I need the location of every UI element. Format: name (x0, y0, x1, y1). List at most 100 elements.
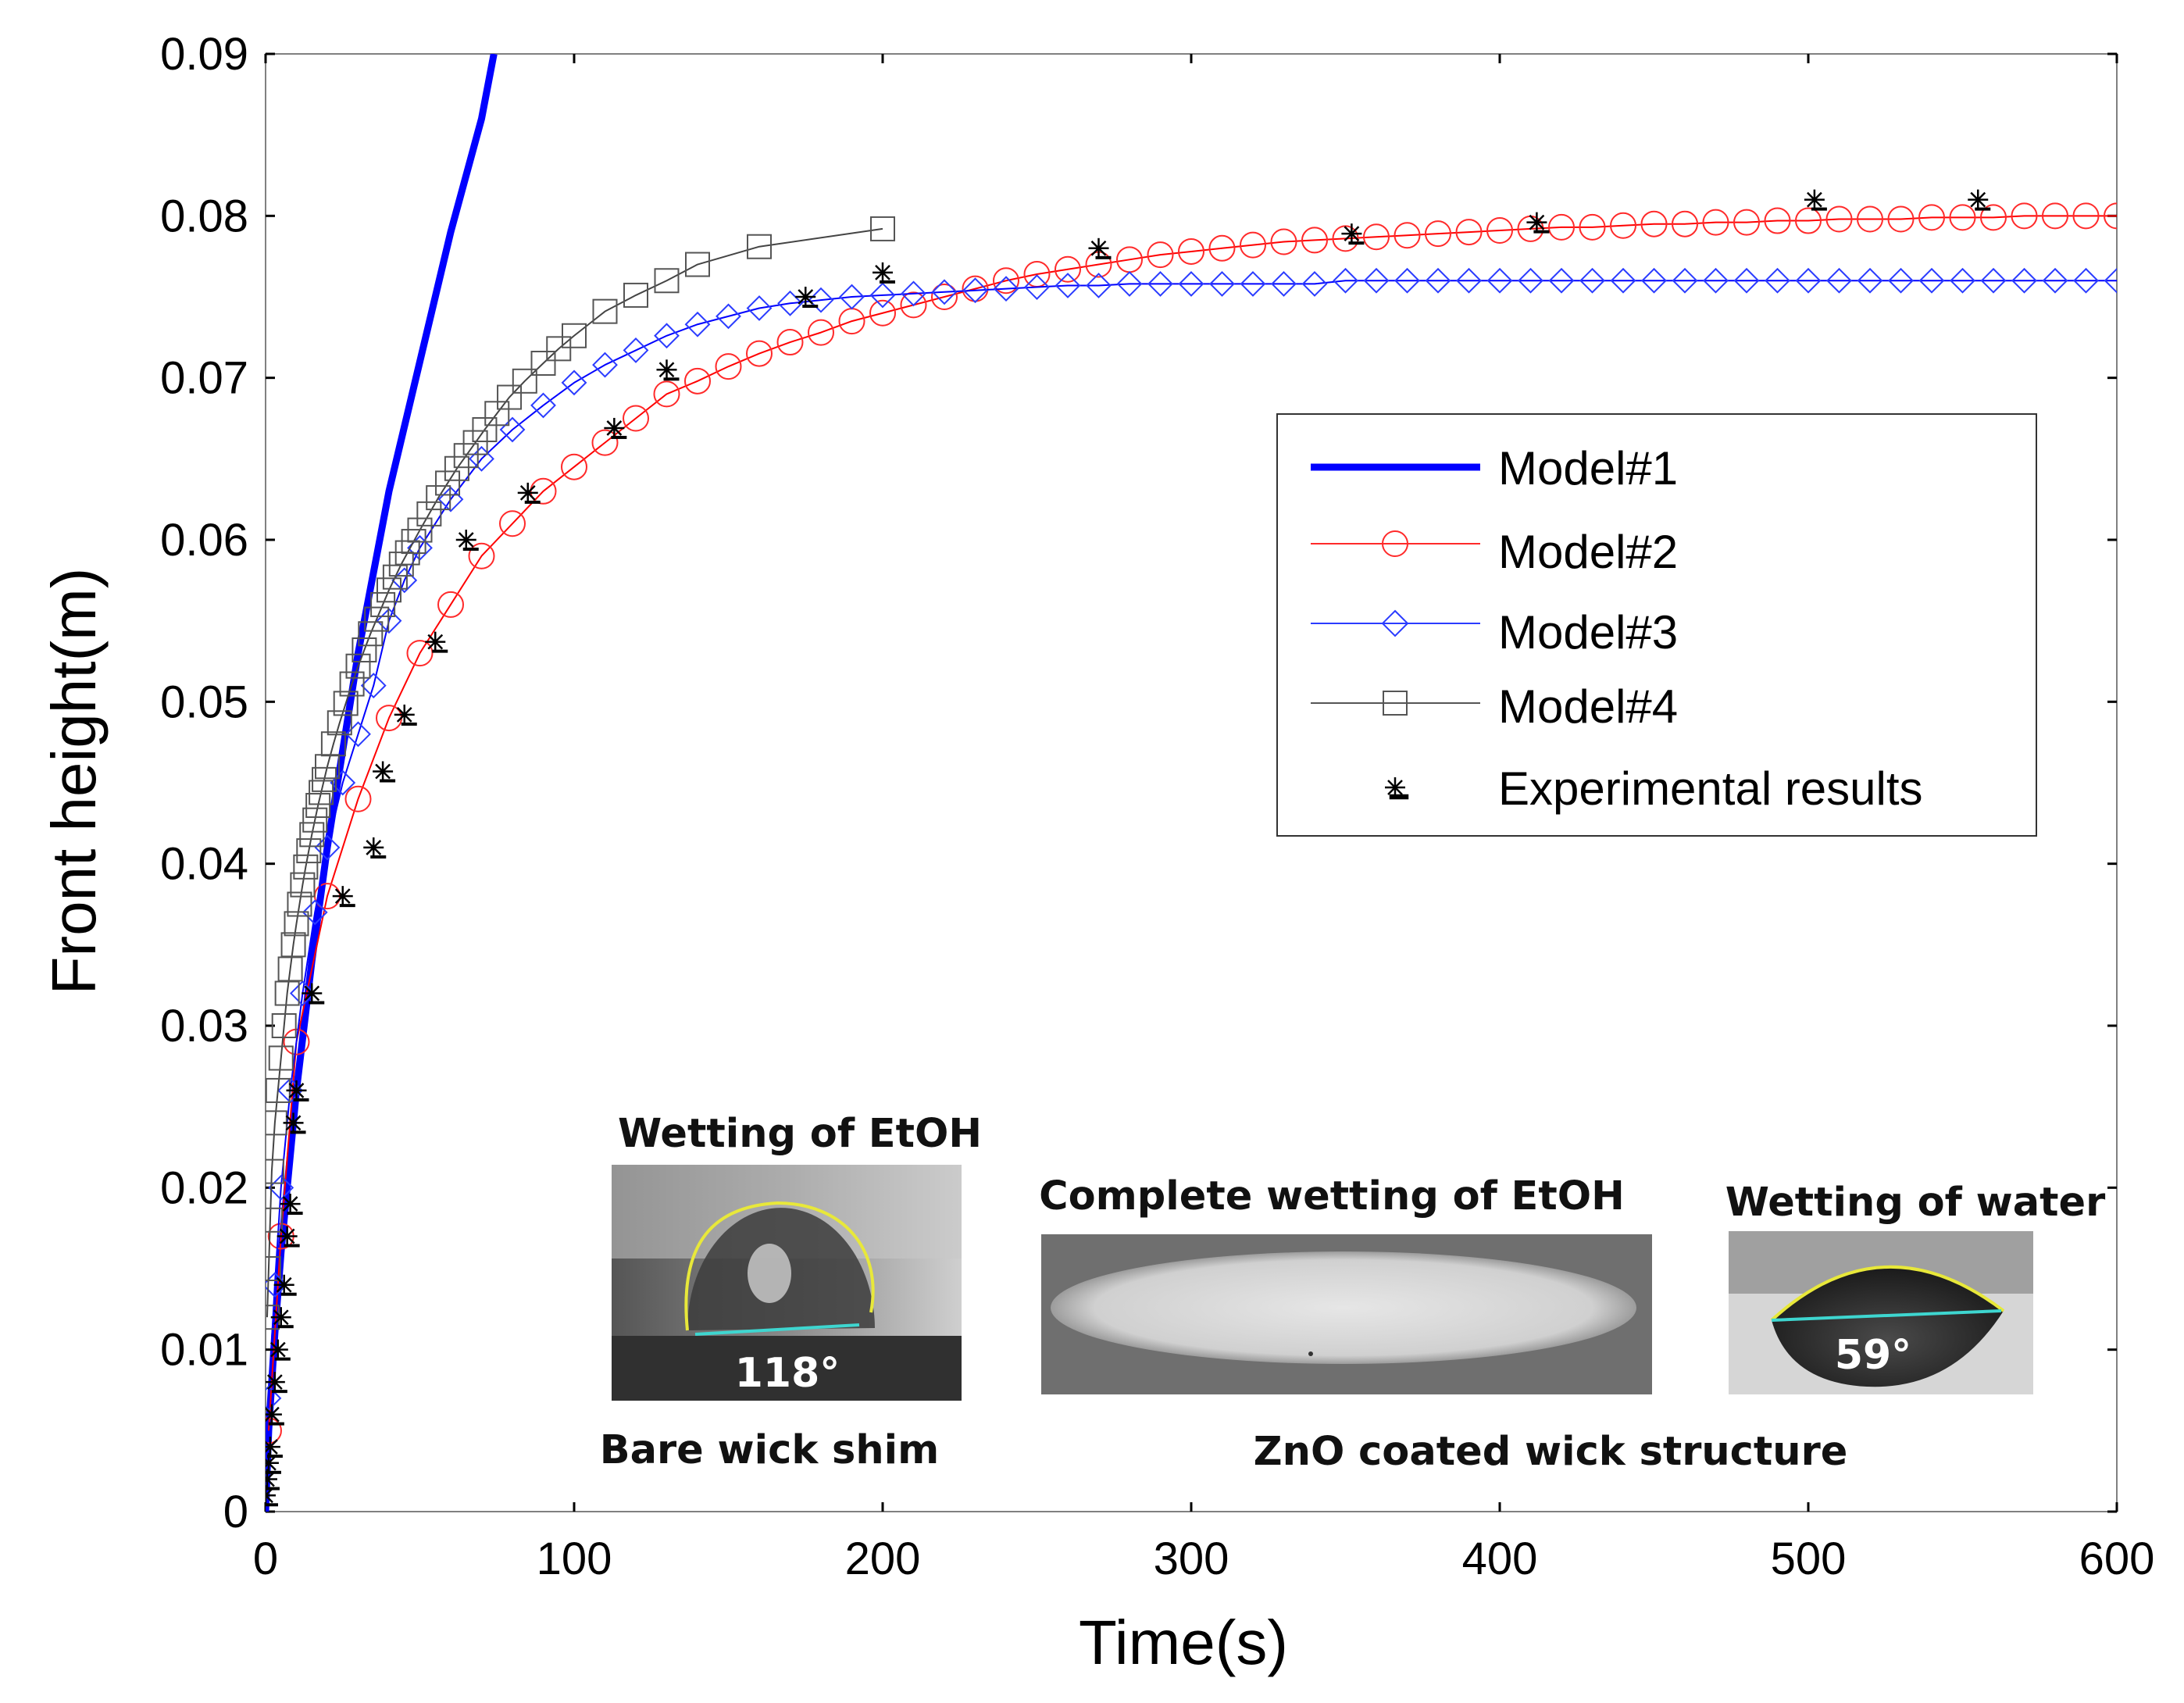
y-tick-label: 0.07 (160, 353, 248, 404)
y-tick-label: 0.09 (160, 29, 248, 80)
point-model-2 (900, 291, 927, 319)
point-model-4 (685, 252, 710, 277)
point-model-3 (931, 279, 958, 305)
point-model-3 (716, 303, 741, 330)
point-model-2 (437, 591, 464, 618)
inset-water-caption: Wetting of water (1725, 1180, 2105, 1226)
point-model-2 (1486, 216, 1513, 244)
point-model-2 (715, 353, 742, 380)
point-model-4 (339, 671, 365, 697)
legend-label-model3: Model#3 (1498, 606, 1678, 659)
point-experimental-results (266, 1372, 287, 1394)
point-model-3 (993, 276, 1019, 302)
point-experimental-results (604, 417, 627, 439)
point-model-4 (293, 854, 319, 880)
y-tick-label: 0.04 (160, 839, 248, 890)
legend-label-model4: Model#4 (1498, 680, 1678, 733)
point-experimental-results (332, 886, 355, 908)
y-axis-title: Front height(m) (39, 568, 109, 995)
point-model-3 (1918, 267, 1945, 294)
point-model-2 (1208, 234, 1236, 262)
point-experimental-results (1968, 189, 1991, 211)
point-model-4 (623, 282, 648, 308)
point-model-3 (1240, 270, 1266, 297)
point-model-4 (345, 653, 371, 679)
x-tick-label: 0 (253, 1533, 278, 1584)
point-model-3 (962, 277, 988, 304)
point-model-3 (777, 290, 803, 316)
inset-bare-wick: Wetting of EtOH 118° Bare wick shim (600, 1111, 982, 1473)
point-model-4 (266, 1159, 284, 1184)
point-model-2 (344, 785, 372, 812)
point-model-3 (901, 280, 926, 307)
inset-bare-label: Bare wick shim (600, 1427, 940, 1473)
point-model-2 (2011, 202, 2038, 230)
droplet-photo-water (1729, 1231, 2033, 1394)
point-model-3 (1548, 267, 1575, 294)
point-model-4 (444, 455, 469, 481)
point-model-2 (1579, 213, 1606, 241)
point-model-3 (1086, 273, 1112, 298)
point-model-3 (1301, 270, 1328, 297)
point-model-4 (453, 443, 479, 469)
point-model-2 (2042, 202, 2068, 230)
point-model-2 (1425, 220, 1451, 248)
tick-labels: 0 100 200 300 400 500 600 0 0.01 0.02 0.03 0.04 0.05… (160, 29, 2154, 1584)
point-model-4 (284, 911, 309, 937)
point-model-2 (2072, 202, 2100, 230)
point-model-2 (869, 299, 896, 327)
point-experimental-results (286, 1080, 309, 1101)
x-tick-label: 400 (1462, 1533, 1538, 1584)
point-model-2 (468, 542, 495, 569)
legend: Model#1 Model#2 Model#3 Model#4 Experime… (1276, 413, 2037, 837)
point-model-2 (1918, 204, 1945, 231)
point-model-2 (2104, 202, 2117, 230)
x-axis-title: Time(s) (1079, 1608, 1288, 1677)
point-model-4 (654, 268, 680, 294)
point-model-4 (305, 793, 331, 819)
y-tick-label: 0.06 (160, 515, 248, 566)
point-model-4 (747, 234, 772, 259)
point-model-2 (1332, 225, 1359, 252)
x-tick-label: 100 (537, 1533, 612, 1584)
point-experimental-results (1526, 212, 1550, 234)
point-model-3 (623, 337, 649, 363)
point-model-2 (776, 329, 804, 356)
point-experimental-results (283, 1112, 306, 1134)
line-model-2 (267, 215, 2117, 1431)
point-experimental-results (394, 704, 417, 726)
point-model-3 (266, 1385, 282, 1412)
point-model-3 (2042, 267, 2068, 294)
point-model-3 (839, 284, 865, 310)
legend-label-model1: Model#1 (1498, 442, 1678, 494)
point-model-3 (746, 295, 773, 321)
point-model-4 (266, 1207, 283, 1233)
point-model-3 (1980, 267, 2007, 294)
point-model-2 (1455, 219, 1483, 246)
point-model-2 (623, 405, 649, 432)
x-tick-label: 600 (2079, 1533, 2155, 1584)
inset-complete-wetting: Complete wetting of EtOH (1039, 1173, 1652, 1394)
contact-angle-bare: 118° (735, 1350, 840, 1397)
point-model-4 (280, 932, 306, 958)
contact-angle-water: 59° (1835, 1332, 1911, 1379)
x-tick-label: 500 (1771, 1533, 1847, 1584)
point-model-3 (1024, 274, 1050, 300)
series-experimental-results (266, 189, 1991, 1507)
point-model-4 (271, 1013, 297, 1038)
point-model-3 (1456, 267, 1482, 294)
point-model-4 (296, 838, 322, 864)
point-model-4 (416, 501, 442, 527)
point-model-2 (931, 284, 958, 310)
point-model-3 (1610, 267, 1636, 294)
point-model-4 (870, 216, 895, 241)
point-model-3 (1795, 267, 1822, 294)
point-model-3 (1147, 270, 1173, 297)
point-model-4 (309, 780, 334, 805)
point-model-3 (1950, 267, 1975, 294)
point-model-3 (2104, 267, 2117, 294)
point-model-2 (1270, 228, 1297, 255)
point-model-3 (561, 370, 587, 396)
point-model-2 (499, 510, 526, 537)
